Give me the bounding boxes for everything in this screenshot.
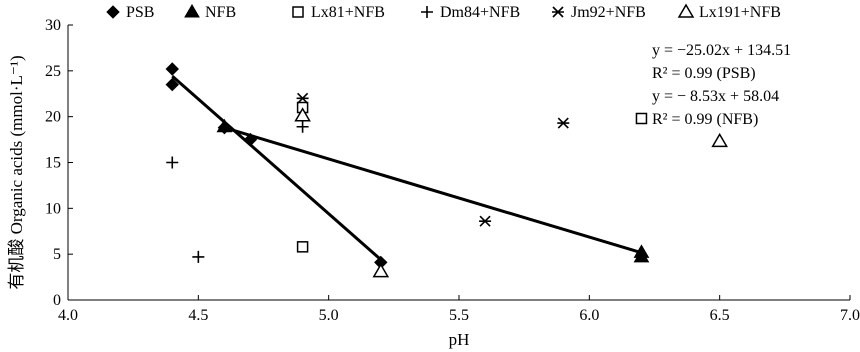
legend-marker bbox=[421, 6, 433, 18]
axes: 4.0 4.5 5.0 5.5 6.0 6.5 7.0 0 5 10 15 20 25 30 bbox=[45, 17, 860, 324]
legend-marker bbox=[292, 6, 304, 18]
legend-label: PSB bbox=[126, 4, 154, 21]
data-point bbox=[557, 117, 570, 129]
x-tick-label: 5.0 bbox=[319, 307, 339, 324]
legend-label: Lx81+NFB bbox=[311, 4, 385, 21]
data-point bbox=[635, 112, 648, 125]
legend-marker bbox=[106, 5, 120, 19]
legend-item: PSB bbox=[106, 4, 154, 21]
data-point bbox=[165, 77, 179, 92]
series-jm92-nfb bbox=[296, 92, 570, 227]
x-tick-label: 6.0 bbox=[579, 307, 599, 324]
fit-lines bbox=[171, 75, 642, 261]
x-tick-label: 4.0 bbox=[58, 307, 78, 324]
legend-label: NFB bbox=[205, 4, 236, 21]
data-point bbox=[216, 118, 233, 133]
y-axis-label: 有机酸 Organic acids (mmol·L⁻¹) bbox=[7, 55, 26, 289]
annotation-eq2: y = − 8.53x + 58.04 bbox=[652, 88, 779, 105]
y-tick-label: 5 bbox=[53, 246, 61, 263]
series-dm84-nfb bbox=[166, 120, 309, 263]
data-point bbox=[192, 250, 205, 263]
data-point bbox=[165, 62, 179, 76]
legend-item: Jm92+NFB bbox=[552, 4, 646, 21]
data-points bbox=[165, 62, 728, 278]
y-tick-label: 30 bbox=[45, 17, 61, 34]
fit-line-psb bbox=[171, 75, 382, 261]
legend-item: NFB bbox=[184, 4, 236, 21]
fit-line-nfb bbox=[223, 126, 642, 255]
y-tick-label: 0 bbox=[53, 292, 61, 309]
legend-marker bbox=[184, 4, 200, 18]
y-tick-label: 20 bbox=[45, 109, 61, 126]
legend-item: Lx81+NFB bbox=[292, 4, 385, 21]
data-point bbox=[372, 263, 390, 278]
data-point bbox=[296, 241, 309, 253]
series-lx81-nfb bbox=[296, 101, 648, 253]
legend-marker bbox=[677, 3, 695, 18]
legend-label: Jm92+NFB bbox=[571, 4, 646, 21]
x-tick-label: 5.5 bbox=[449, 307, 469, 324]
data-point bbox=[294, 107, 311, 122]
legend-item: Dm84+NFB bbox=[421, 4, 520, 21]
legend: PSB NFB Lx81+NFB Dm84+NFB Jm92+NFB Lx191+NFB bbox=[106, 3, 781, 21]
annotation-eq1: y = −25.02x + 134.51 bbox=[652, 42, 791, 59]
x-tick-label: 7.0 bbox=[840, 307, 860, 324]
series-lx191-nfb bbox=[294, 107, 728, 278]
x-axis-label: pH bbox=[449, 330, 470, 349]
series-nfb bbox=[216, 118, 650, 263]
data-point bbox=[166, 156, 179, 169]
data-point bbox=[479, 215, 492, 227]
annotation-r1: R² = 0.99 (PSB) bbox=[652, 65, 756, 82]
regression-annotations: y = −25.02x + 134.51 R² = 0.99 (PSB) y = −… bbox=[652, 42, 791, 128]
data-point bbox=[296, 120, 309, 133]
y-tick-label: 10 bbox=[45, 200, 61, 217]
y-tick-label: 25 bbox=[45, 63, 61, 80]
x-tick-label: 6.5 bbox=[710, 307, 730, 324]
data-point bbox=[243, 132, 258, 147]
legend-label: Lx191+NFB bbox=[699, 4, 781, 21]
legend-item: Lx191+NFB bbox=[677, 3, 781, 21]
y-tick-label: 15 bbox=[45, 155, 61, 172]
annotation-r2: R² = 0.99 (NFB) bbox=[652, 111, 758, 128]
legend-marker bbox=[552, 6, 564, 18]
data-point bbox=[711, 132, 728, 148]
data-point bbox=[296, 92, 309, 104]
x-tick-label: 4.5 bbox=[188, 307, 208, 324]
data-point bbox=[633, 248, 650, 263]
legend-label: Dm84+NFB bbox=[440, 4, 520, 21]
